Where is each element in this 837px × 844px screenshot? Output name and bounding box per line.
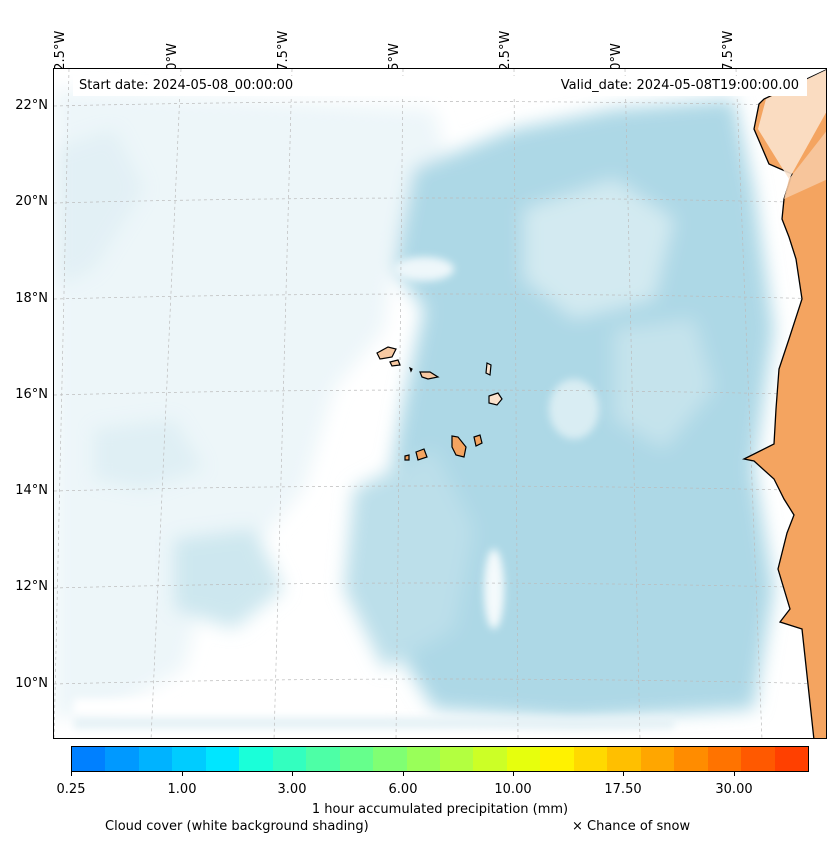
colorbar-tick-label: 1.00 bbox=[167, 782, 197, 797]
colorbar-swatch bbox=[272, 747, 307, 771]
cloud-cover-shading bbox=[54, 89, 774, 719]
colorbar-tick-label: 10.00 bbox=[494, 782, 532, 797]
colorbar-tick-label: 6.00 bbox=[388, 782, 418, 797]
colorbar-swatch bbox=[239, 747, 273, 771]
colorbar-tick-label: 3.00 bbox=[277, 782, 307, 797]
clear-sky-patches bbox=[74, 257, 674, 729]
colorbar-tick-label: 0.25 bbox=[56, 782, 86, 797]
colorbar-tickmark bbox=[403, 772, 404, 776]
colorbar-swatch bbox=[674, 747, 708, 771]
lat-label-10n: 10°N bbox=[15, 676, 48, 691]
lat-label-16n: 16°N bbox=[15, 387, 48, 402]
colorbar-swatch bbox=[774, 747, 808, 771]
colorbar-swatch bbox=[306, 747, 340, 771]
map-panel[interactable] bbox=[53, 68, 827, 739]
start-date-text: Start date: 2024-05-08_00:00:00 bbox=[79, 78, 294, 93]
colorbar-swatch bbox=[506, 747, 541, 771]
colorbar-swatch bbox=[373, 747, 407, 771]
lat-label-22n: 22°N bbox=[15, 98, 48, 113]
graticule-lines bbox=[54, 69, 826, 738]
colorbar-swatch bbox=[573, 747, 608, 771]
africa-coastline bbox=[742, 69, 826, 738]
colorbar-tickmark bbox=[182, 772, 183, 776]
lat-label-12n: 12°N bbox=[15, 579, 48, 594]
lat-label-14n: 14°N bbox=[15, 483, 48, 498]
snow-chance-note: × Chance of snow bbox=[572, 819, 691, 834]
valid-date-text: Valid_date: 2024-05-08T19:00:00.00 bbox=[560, 78, 799, 93]
colorbar-tickmark bbox=[292, 772, 293, 776]
colorbar-swatch bbox=[105, 747, 139, 771]
colorbar-swatch bbox=[406, 747, 440, 771]
colorbar-swatch bbox=[172, 747, 206, 771]
colorbar-swatch bbox=[72, 747, 106, 771]
precipitation-colorbar bbox=[71, 746, 809, 772]
colorbar-tick-label: 30.00 bbox=[715, 782, 753, 797]
colorbar-swatch bbox=[339, 747, 374, 771]
colorbar-swatch bbox=[473, 747, 507, 771]
colorbar-swatch bbox=[741, 747, 775, 771]
colorbar-swatch bbox=[205, 747, 240, 771]
colorbar-tickmark bbox=[734, 772, 735, 776]
colorbar-title: 1 hour accumulated precipitation (mm) bbox=[311, 802, 569, 817]
lat-label-20n: 20°N bbox=[15, 194, 48, 209]
colorbar-swatch bbox=[540, 747, 574, 771]
colorbar-tickmark bbox=[513, 772, 514, 776]
colorbar-swatch bbox=[607, 747, 641, 771]
colorbar-tickmark bbox=[71, 772, 72, 776]
date-info-bar: Start date: 2024-05-08_00:00:00 Valid_da… bbox=[73, 76, 807, 96]
colorbar-swatch bbox=[640, 747, 675, 771]
colorbar-tick-label: 17.50 bbox=[604, 782, 642, 797]
map-canvas bbox=[54, 69, 826, 738]
colorbar-swatch bbox=[138, 747, 173, 771]
cloud-cover-note: Cloud cover (white background shading) bbox=[105, 819, 369, 834]
cape-verde-islands bbox=[376, 346, 503, 461]
colorbar-tickmark bbox=[623, 772, 624, 776]
colorbar-swatch bbox=[439, 747, 474, 771]
colorbar-swatch bbox=[707, 747, 742, 771]
lat-label-18n: 18°N bbox=[15, 291, 48, 306]
